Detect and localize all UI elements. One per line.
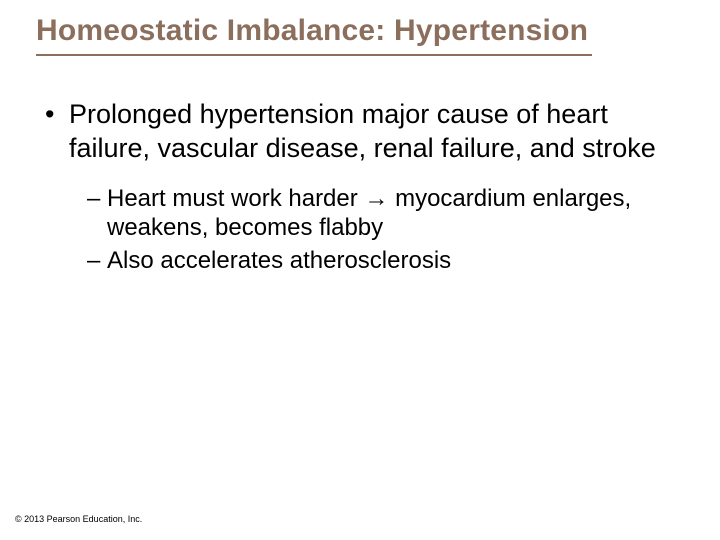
bullet-level2: – Heart must work harder → myocardium en…: [87, 184, 680, 243]
sub-bullet-marker: –: [87, 246, 107, 275]
body-area: • Prolonged hypertension major cause of …: [0, 56, 720, 275]
sub-bullet-text: Heart must work harder → myocardium enla…: [107, 184, 680, 243]
slide-title: Homeostatic Imbalance: Hypertension: [0, 0, 720, 48]
slide: Homeostatic Imbalance: Hypertension • Pr…: [0, 0, 720, 540]
sub-bullet-marker: –: [87, 184, 107, 213]
bullet-marker: •: [45, 98, 69, 132]
sub-bullet-text: Also accelerates atherosclerosis: [107, 246, 680, 275]
copyright-text: © 2013 Pearson Education, Inc.: [15, 514, 142, 524]
bullet-level1: • Prolonged hypertension major cause of …: [45, 98, 680, 166]
bullet-level2: – Also accelerates atherosclerosis: [87, 246, 680, 275]
sub-bullets: – Heart must work harder → myocardium en…: [45, 180, 680, 276]
bullet-text: Prolonged hypertension major cause of he…: [69, 98, 680, 166]
